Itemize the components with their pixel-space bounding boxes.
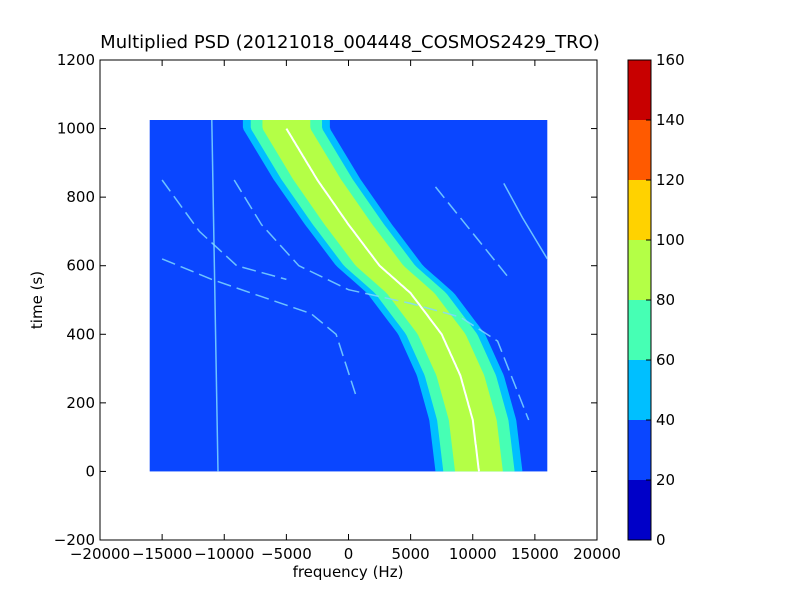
x-tick-label: 10000 bbox=[449, 545, 497, 563]
colorbar-tick-label: 140 bbox=[656, 111, 685, 129]
x-tick-label: −5000 bbox=[261, 545, 312, 563]
colorbar-level-6 bbox=[628, 120, 651, 180]
colorbar-level-5 bbox=[628, 180, 651, 240]
colorbar-tick-label: 40 bbox=[656, 411, 675, 429]
y-axis-ticks: −200 0 200 400 600 800 1000 1200 bbox=[54, 51, 597, 549]
secondary-trace-2 bbox=[161, 179, 287, 281]
colorbar-tick-label: 120 bbox=[656, 171, 685, 189]
main-trace-band-2 bbox=[262, 120, 503, 472]
x-axis-ticks: −20000 −15000 −10000 −5000 0 5000 10000 15000 20… bbox=[70, 60, 621, 563]
secondary-trace-5 bbox=[211, 120, 219, 472]
data-layer bbox=[161, 120, 548, 472]
colorbar-level-3 bbox=[628, 300, 651, 360]
x-tick-label: −15000 bbox=[132, 545, 192, 563]
colorbar: 0 20 40 60 80 100 120 140 160 bbox=[627, 51, 685, 549]
secondary-trace-1 bbox=[161, 258, 358, 400]
colorbar-level-0 bbox=[628, 480, 651, 540]
x-tick-label: 20000 bbox=[573, 545, 621, 563]
y-tick-label: −200 bbox=[54, 531, 95, 549]
x-tick-label: −20000 bbox=[70, 545, 130, 563]
main-trace-centerline bbox=[285, 128, 480, 472]
y-tick-label: 600 bbox=[66, 257, 95, 275]
y-tick-label: 200 bbox=[66, 394, 95, 412]
secondary-trace-4 bbox=[503, 183, 548, 260]
x-axis-label: frequency (Hz) bbox=[293, 563, 404, 581]
colorbar-level-4 bbox=[628, 240, 651, 300]
x-tick-label: 0 bbox=[344, 545, 354, 563]
colorbar-level-1 bbox=[628, 420, 651, 480]
colorbar-tick-label: 0 bbox=[656, 531, 666, 549]
colorbar-tick-label: 80 bbox=[656, 291, 675, 309]
y-tick-label: 1000 bbox=[57, 120, 95, 138]
colorbar-tick-label: 60 bbox=[656, 351, 675, 369]
colorbar-level-7 bbox=[628, 60, 651, 120]
chart-title: Multiplied PSD (20121018_004448_COSMOS24… bbox=[100, 32, 600, 53]
colorbar-tick-label: 100 bbox=[656, 231, 685, 249]
y-axis-label: time (s) bbox=[28, 271, 46, 329]
x-tick-label: 15000 bbox=[511, 545, 559, 563]
x-tick-label: 5000 bbox=[392, 545, 430, 563]
plot-area: −20000 −15000 −10000 −5000 0 5000 10000 15000 20… bbox=[54, 51, 621, 563]
y-tick-label: 400 bbox=[66, 325, 95, 343]
colorbar-level-2 bbox=[628, 360, 651, 420]
colorbar-tick-label: 160 bbox=[656, 51, 685, 69]
x-tick-label: −10000 bbox=[194, 545, 254, 563]
y-tick-label: 1200 bbox=[57, 51, 95, 69]
y-tick-label: 0 bbox=[85, 462, 95, 480]
secondary-trace-0 bbox=[233, 179, 530, 421]
colorbar-tick-label: 20 bbox=[656, 471, 675, 489]
y-tick-label: 800 bbox=[66, 188, 95, 206]
